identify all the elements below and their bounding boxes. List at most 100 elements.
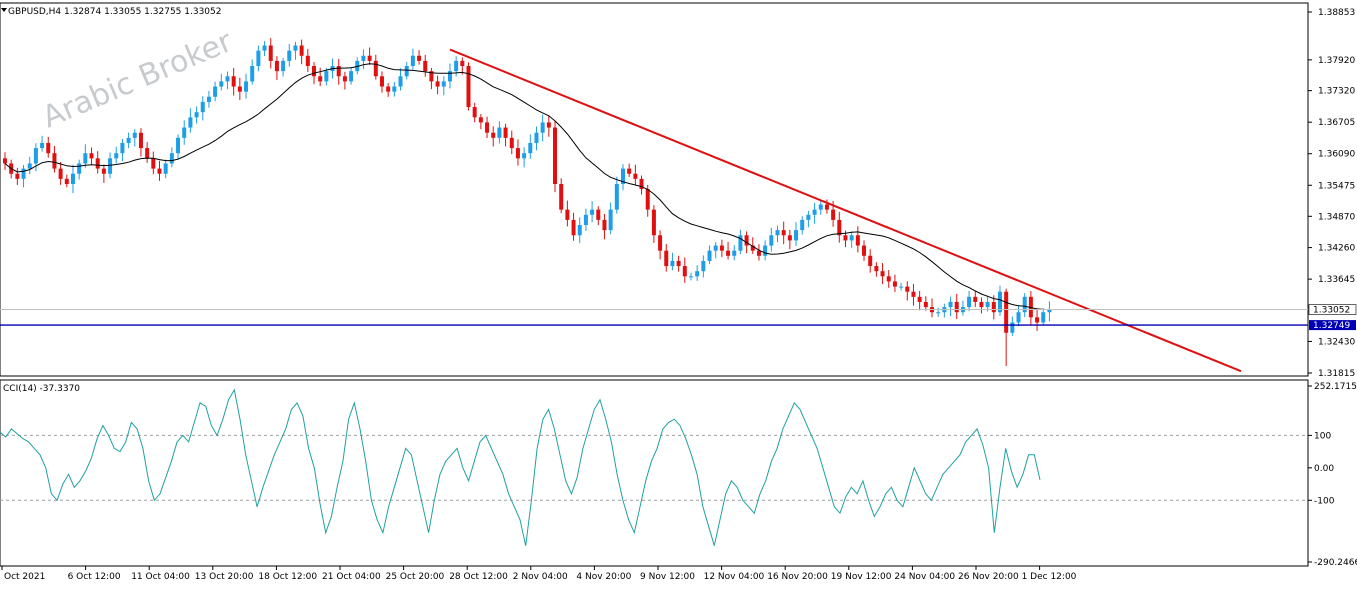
candle-body: [577, 225, 582, 236]
candle-body: [15, 173, 20, 179]
candle-body: [831, 209, 836, 220]
candle-body: [732, 250, 737, 256]
candle-body: [1047, 309, 1052, 313]
time-tick-label: 12 Nov 04:00: [704, 572, 765, 582]
candle-body: [373, 60, 378, 77]
candle-body: [324, 71, 329, 82]
candle-body: [176, 137, 181, 154]
candle-body: [342, 76, 347, 82]
candle-body: [651, 209, 656, 236]
candle-body: [77, 163, 82, 174]
candle-body: [70, 173, 75, 184]
candle-body: [27, 163, 32, 169]
candle-body: [874, 266, 879, 272]
candle-body: [658, 235, 663, 251]
candle-body: [441, 81, 446, 87]
dropdown-triangle-icon[interactable]: [1, 8, 7, 12]
cci-tick-label: 100: [1314, 431, 1331, 441]
time-tick-label: 28 Oct 12:00: [449, 572, 508, 582]
candle-body: [126, 137, 131, 143]
price-tick-label: 1.32430: [1318, 337, 1355, 347]
candle-body: [868, 255, 873, 267]
time-tick-label: 11 Oct 04:00: [131, 572, 190, 582]
candle-body: [361, 55, 366, 61]
price-tick-label: 1.33645: [1318, 275, 1355, 285]
candle-body: [719, 245, 724, 251]
time-tick-label: 2 Nov 04:00: [513, 572, 568, 582]
candle-body: [614, 183, 619, 210]
cci-tick-label: 252.1715: [1314, 382, 1357, 392]
candle-body: [707, 250, 712, 261]
candle-body: [423, 60, 428, 72]
candle-body: [497, 127, 502, 138]
candle-body: [997, 291, 1002, 313]
candle-body: [274, 60, 279, 72]
candle-body: [219, 81, 224, 87]
price-tick-label: 1.31815: [1318, 369, 1355, 379]
candle-body: [1004, 291, 1009, 333]
candle-body: [33, 148, 38, 164]
candle-body: [886, 276, 891, 282]
candle-body: [590, 209, 595, 215]
candle-body: [676, 260, 681, 267]
candle-body: [287, 50, 292, 61]
candle-body: [410, 55, 415, 67]
candle-body: [169, 153, 174, 164]
candle-body: [367, 55, 372, 61]
time-tick-label: Oct 2021: [4, 572, 45, 582]
candle-body: [973, 296, 978, 302]
candles-layer: [3, 38, 1052, 367]
candle-body: [775, 230, 780, 236]
candle-body: [206, 96, 211, 102]
candle-body: [843, 235, 848, 241]
candle-body: [738, 235, 743, 251]
candle-body: [478, 117, 483, 123]
candle-body: [256, 50, 261, 67]
candle-body: [454, 60, 459, 72]
price-tick-label: 1.34260: [1318, 244, 1355, 254]
candle-body: [95, 158, 100, 169]
candle-body: [583, 214, 588, 226]
candle-body: [633, 173, 638, 179]
candle-body: [108, 158, 113, 174]
candle-body: [392, 86, 397, 92]
candle-body: [213, 86, 218, 97]
time-tick-label: 4 Nov 20:00: [576, 572, 631, 582]
candle-body: [695, 271, 700, 277]
trendline[interactable]: [449, 48, 1242, 373]
candle-body: [553, 127, 558, 184]
price-tick-label: 1.36090: [1318, 150, 1355, 160]
price-tick-label: 1.37320: [1318, 87, 1355, 97]
candle-body: [911, 291, 916, 297]
candle-body: [621, 168, 625, 184]
candle-body: [262, 45, 267, 51]
candle-body: [781, 230, 786, 236]
candle-body: [268, 45, 273, 61]
candle-body: [398, 76, 403, 87]
candle-body: [52, 153, 57, 169]
candle-body: [818, 204, 823, 210]
candle-body: [89, 153, 94, 159]
candle-body: [571, 219, 576, 236]
candle-body: [534, 132, 539, 143]
candle-body: [281, 60, 286, 72]
candle-body: [756, 250, 761, 256]
candle-body: [936, 312, 941, 314]
candle-body: [750, 245, 755, 251]
candle-body: [627, 168, 632, 174]
price-panel[interactable]: Arabic Broker GBPUSD,H4 1.32874 1.33055 …: [0, 2, 1309, 377]
candle-body: [1035, 317, 1040, 323]
candle-body: [602, 219, 607, 231]
candle-body: [138, 132, 143, 149]
cci-tick-label: -100: [1314, 496, 1335, 506]
candle-body: [522, 153, 527, 159]
candle-body: [318, 76, 323, 82]
candle-body: [515, 148, 520, 159]
cci-header: CCI(14) -37.3370: [3, 384, 80, 394]
candle-body: [837, 219, 842, 236]
candle-body: [787, 235, 792, 241]
cci-panel[interactable]: CCI(14) -37.3370: [0, 379, 1309, 567]
candle-body: [991, 301, 996, 313]
candle-body: [824, 204, 829, 210]
candle-body: [892, 281, 897, 287]
